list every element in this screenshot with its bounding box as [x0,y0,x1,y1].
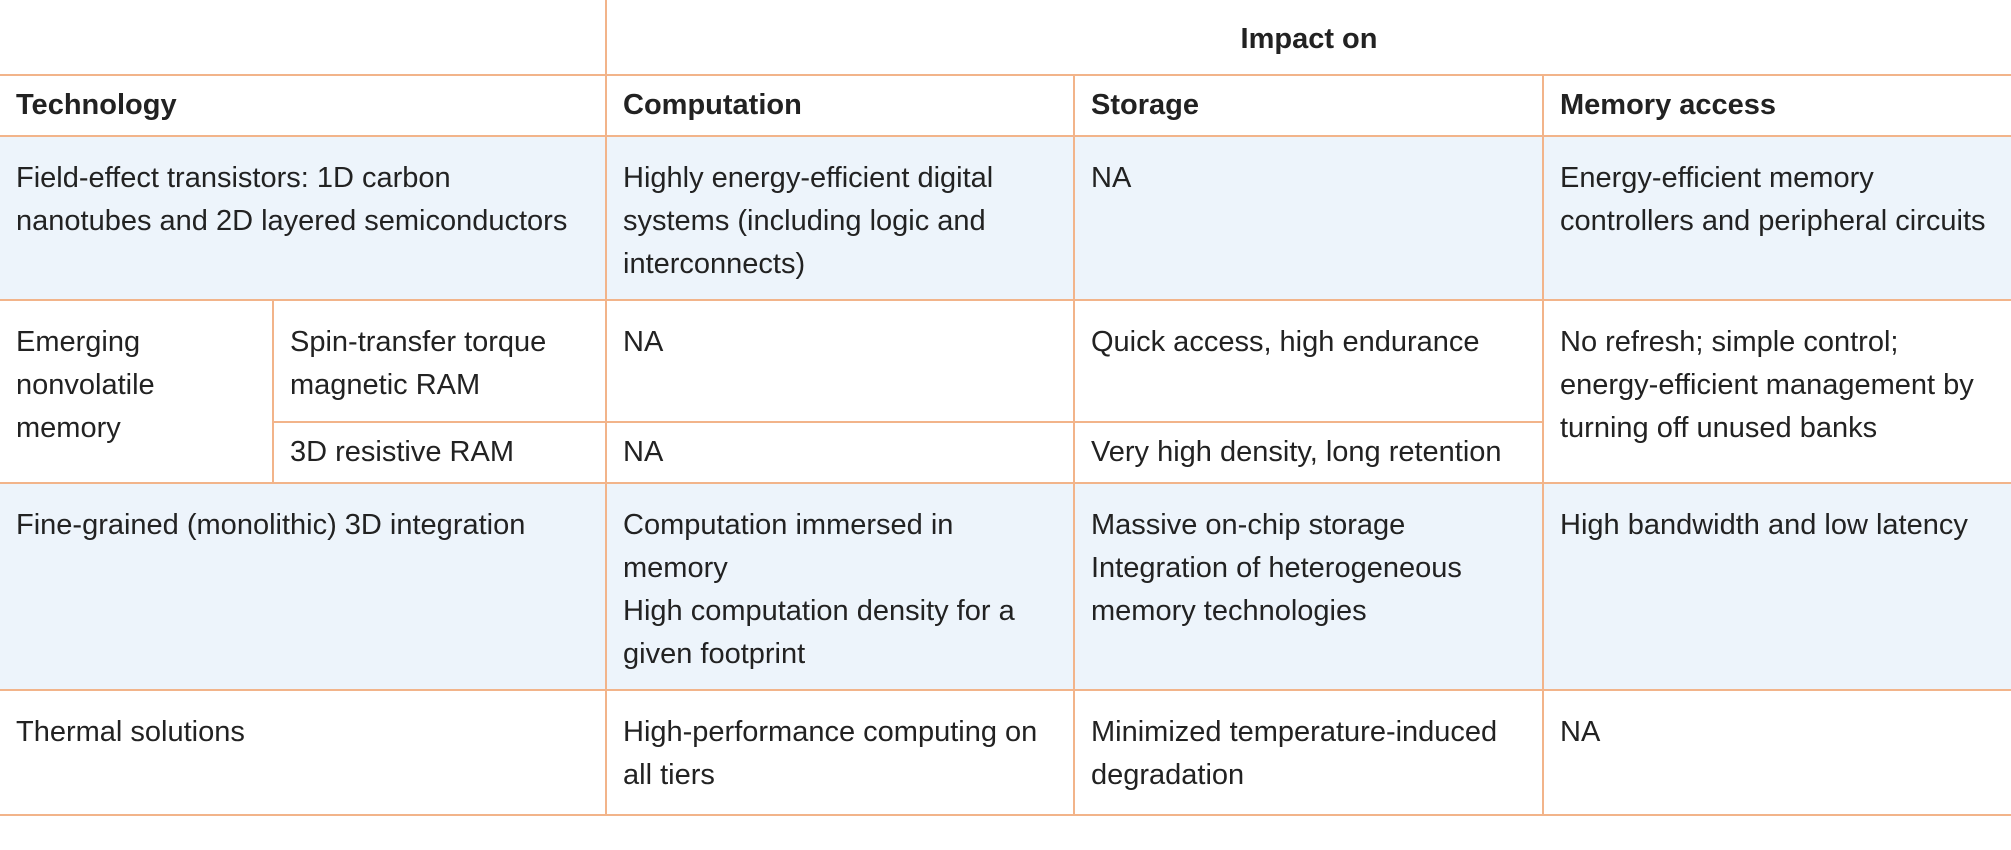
cell-computation: NA [605,421,1075,484]
cell-nvm-group: Emerging nonvolatile memory [0,299,274,484]
cell-technology: Fine-grained (monolithic) 3D integration [0,482,607,691]
header-memory-access: Memory access [1542,74,2011,137]
header-technology: Technology [0,74,607,137]
cell-text-line: Massive on-chip storage [1091,509,1406,541]
cell-computation: Highly energy-efficient digital systems … [605,135,1075,301]
cell-storage: Very high density, long retention [1073,421,1543,484]
cell-storage: Minimized temperature-induced degradatio… [1073,689,1544,816]
cell-text-line: Integration of heterogeneous memory tech… [1091,552,1462,627]
header-storage: Storage [1073,74,1544,137]
cell-memory-access: High bandwidth and low latency [1542,482,2011,691]
cell-memory-access: No refresh; simple control; energy-effic… [1542,299,2011,484]
cell-text-line: High computation density for a given foo… [623,595,1015,670]
cell-technology: Spin-transfer torque magnetic RAM [272,299,607,423]
technology-impact-table: Impact on Technology Computation Storage… [0,0,2011,816]
cell-memory-access: NA [1542,689,2011,816]
cell-computation: High-performance computing on all tiers [605,689,1075,816]
cell-text-line: Computation immersed in memory [623,509,954,584]
cell-storage: Quick access, high endurance [1073,299,1544,423]
table-row-3d-rram: 3D resistive RAM NA Very high density, l… [0,421,2011,484]
header-blank-cell [0,0,607,75]
table-row-fet: Field-effect transistors: 1D carbon nano… [0,135,2011,301]
cell-technology: Thermal solutions [0,689,607,816]
table-row-stt-mram: Emerging nonvolatile memory Spin-transfe… [0,299,2011,484]
header-impact-on: Impact on [605,0,2011,76]
cell-technology: Field-effect transistors: 1D carbon nano… [0,135,607,301]
table-row-monolithic-3d: Fine-grained (monolithic) 3D integration… [0,482,2011,691]
cell-storage: Massive on-chip storage Integration of h… [1073,482,1544,691]
header-computation: Computation [605,74,1075,137]
header-row-columns: Technology Computation Storage Memory ac… [0,74,2011,137]
cell-storage: NA [1073,135,1544,301]
cell-computation: NA [605,299,1075,423]
table-row-thermal: Thermal solutions High-performance compu… [0,689,2011,816]
header-row-group: Impact on [0,0,2011,76]
cell-technology: 3D resistive RAM [273,421,607,484]
cell-computation: Computation immersed in memory High comp… [605,482,1075,691]
cell-memory-access: Energy-efficient memory controllers and … [1542,135,2011,301]
